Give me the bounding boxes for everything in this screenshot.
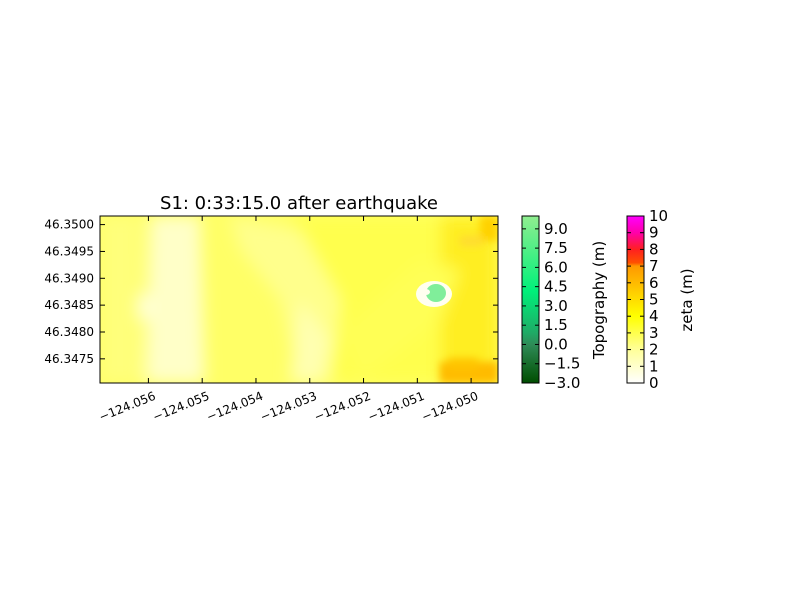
colorbar-tick-label: −1.5: [544, 355, 580, 373]
x-tick-label: −124.053: [258, 389, 319, 424]
topography-colorbar: −3.0−1.5 0.01.53.04.5 6.07.59.0 Topography…: [521, 215, 608, 392]
x-tick-label: −124.054: [205, 389, 266, 424]
colorbar-tick-label: 10: [649, 207, 668, 225]
x-tick-label: −124.051: [366, 389, 427, 424]
colorbar-tick-label: 3.0: [544, 297, 568, 315]
colorbar-tick-label: 9: [649, 224, 659, 242]
plot-frame: [99, 215, 499, 384]
y-tick-label: 46.3475: [44, 352, 94, 366]
colorbar-tick-label: 9.0: [544, 220, 568, 238]
colorbar-tick-label: 1.5: [544, 316, 568, 334]
colorbar-tick-label: 5: [649, 291, 659, 309]
y-tick-label: 46.3495: [44, 244, 94, 258]
colorbar-tick-label: 4: [649, 307, 659, 325]
island-feature: [416, 281, 452, 307]
topography-colorbar-ticks: −3.0−1.5 0.01.53.04.5 6.07.59.0: [522, 220, 580, 392]
x-tick-label: −124.056: [97, 389, 158, 424]
colorbar-tick-label: 6.0: [544, 258, 568, 276]
y-tick-label: 46.3485: [44, 298, 94, 312]
y-tick-label: 46.3480: [44, 325, 94, 339]
chart-title: S1: 0:33:15.0 after earthquake: [160, 193, 438, 214]
colorbar-tick-label: 2: [649, 341, 659, 359]
x-tick-label: −124.052: [312, 389, 373, 424]
colorbar-tick-label: 0: [649, 374, 659, 392]
topography-colorbar-label: Topography (m): [590, 241, 608, 360]
colorbar-tick-label: 4.5: [544, 278, 568, 296]
colorbar-tick-label: 3: [649, 324, 659, 342]
y-axis: 46.3475 46.3480 46.3485 46.3490 46.3495 46.35…: [44, 218, 498, 366]
colorbar-tick-label: 1: [649, 357, 659, 375]
x-tick-label: −124.050: [420, 389, 481, 424]
zeta-colorbar-label: zeta (m): [678, 268, 696, 331]
x-tick-label: −124.055: [151, 389, 212, 424]
colorbar-tick-label: 7.5: [544, 239, 568, 257]
heatmap-field: [100, 216, 498, 383]
colorbar-tick-label: 7: [649, 257, 659, 275]
y-tick-label: 46.3490: [44, 271, 94, 285]
y-tick-label: 46.3500: [44, 218, 94, 232]
colorbar-tick-label: 0.0: [544, 335, 568, 353]
colorbar-tick-label: 6: [649, 274, 659, 292]
topography-colorbar-fill: [521, 215, 540, 384]
heatmap-deeper-zones: [440, 216, 498, 383]
colorbar-tick-label: −3.0: [544, 374, 580, 392]
colorbar-tick-label: 8: [649, 240, 659, 258]
